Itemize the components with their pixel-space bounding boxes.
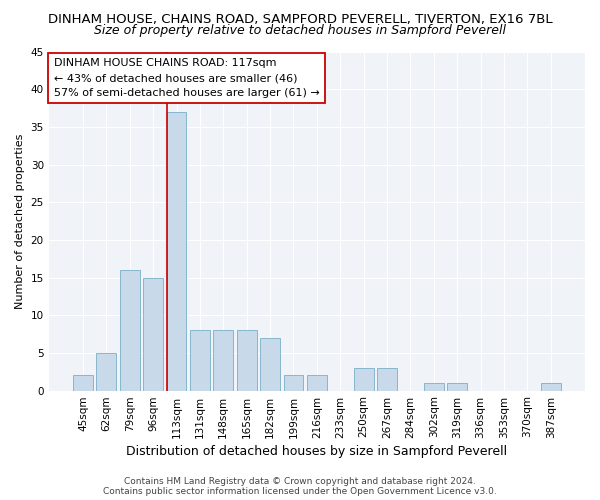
Bar [190, 330, 210, 390]
Bar [214, 330, 233, 390]
Bar [120, 270, 140, 390]
Bar [167, 112, 187, 390]
Bar [73, 376, 93, 390]
Bar [284, 376, 304, 390]
Bar [307, 376, 327, 390]
Bar [97, 353, 116, 391]
Bar [447, 383, 467, 390]
Bar [237, 330, 257, 390]
Bar [143, 278, 163, 390]
Text: Size of property relative to detached houses in Sampford Peverell: Size of property relative to detached ho… [94, 24, 506, 37]
Y-axis label: Number of detached properties: Number of detached properties [15, 134, 25, 308]
Text: DINHAM HOUSE CHAINS ROAD: 117sqm
← 43% of detached houses are smaller (46)
57% o: DINHAM HOUSE CHAINS ROAD: 117sqm ← 43% o… [54, 58, 320, 98]
Bar [353, 368, 374, 390]
Text: DINHAM HOUSE, CHAINS ROAD, SAMPFORD PEVERELL, TIVERTON, EX16 7BL: DINHAM HOUSE, CHAINS ROAD, SAMPFORD PEVE… [47, 12, 553, 26]
Bar [424, 383, 443, 390]
X-axis label: Distribution of detached houses by size in Sampford Peverell: Distribution of detached houses by size … [126, 444, 508, 458]
Bar [260, 338, 280, 390]
Bar [377, 368, 397, 390]
Text: Contains HM Land Registry data © Crown copyright and database right 2024.
Contai: Contains HM Land Registry data © Crown c… [103, 476, 497, 496]
Bar [541, 383, 560, 390]
